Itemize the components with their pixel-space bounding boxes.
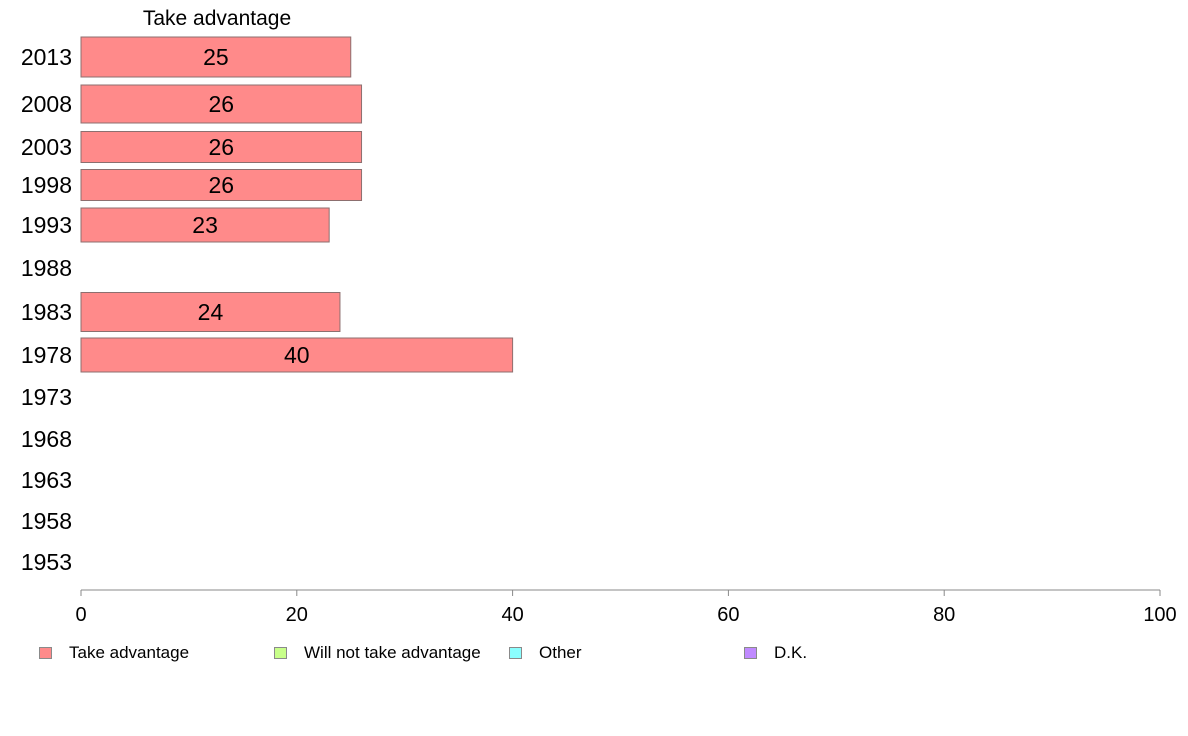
bar-label-1983: 24 [198,299,224,325]
y-label-1998: 1998 [21,172,72,198]
y-label-1958: 1958 [21,508,72,534]
bars-layer: 25 26 26 26 23 24 40 [80,36,514,373]
legend-label-take-advantage: Take advantage [69,643,190,662]
x-axis: 0 20 40 60 80 100 [75,589,1177,626]
bar-label-2003: 26 [208,134,234,160]
chart-title: Take advantage [143,7,291,30]
y-axis-labels: 2013 2008 2003 1998 1993 1988 1983 1978 1973 1968… [21,44,72,575]
bar-label-2008: 26 [208,91,234,117]
x-tick-label-40: 40 [501,604,523,626]
bar-1993 [80,207,330,243]
y-label-1968: 1968 [21,426,72,452]
bar-label-1978: 40 [284,342,310,368]
y-label-2013: 2013 [21,44,72,70]
legend-swatch-will-not-take-advantage [274,647,287,659]
bar-2013 [80,36,352,78]
y-label-2008: 2008 [21,91,72,117]
y-label-1973: 1973 [21,384,72,410]
y-label-1978: 1978 [21,342,72,368]
y-label-1988: 1988 [21,255,72,281]
bar-label-1998: 26 [208,172,234,198]
x-tick-label-80: 80 [933,604,955,626]
y-label-1993: 1993 [21,212,72,238]
y-label-1953: 1953 [21,549,72,575]
x-tick-label-100: 100 [1143,604,1176,626]
bar-1998 [80,169,363,201]
x-tick-label-60: 60 [717,604,739,626]
y-label-2003: 2003 [21,134,72,160]
bar-label-1993: 23 [192,212,218,238]
bar-1983 [80,292,341,332]
legend-item-take-advantage: Take advantage [39,643,189,663]
legend-swatch-dk [744,647,757,659]
bar-2008 [80,84,363,124]
y-label-1963: 1963 [21,467,72,493]
legend-swatch-other [509,647,522,659]
legend-item-will-not-take-advantage: Will not take advantage [274,643,481,663]
bar-label-2013: 25 [203,44,229,70]
bar-2003 [80,131,363,163]
y-label-1983: 1983 [21,299,72,325]
legend-label-other: Other [539,643,582,662]
legend-swatch-take-advantage [39,647,52,659]
x-tick-label-0: 0 [75,604,86,626]
bar-1978 [80,337,514,373]
legend-item-dk: D.K. [744,643,807,663]
legend-item-other: Other [509,643,582,663]
legend: Take advantage Will not take advantage O… [0,643,1188,665]
legend-label-dk: D.K. [774,643,808,662]
x-tick-label-20: 20 [286,604,308,626]
legend-label-will-not-take-advantage: Will not take advantage [304,643,481,662]
